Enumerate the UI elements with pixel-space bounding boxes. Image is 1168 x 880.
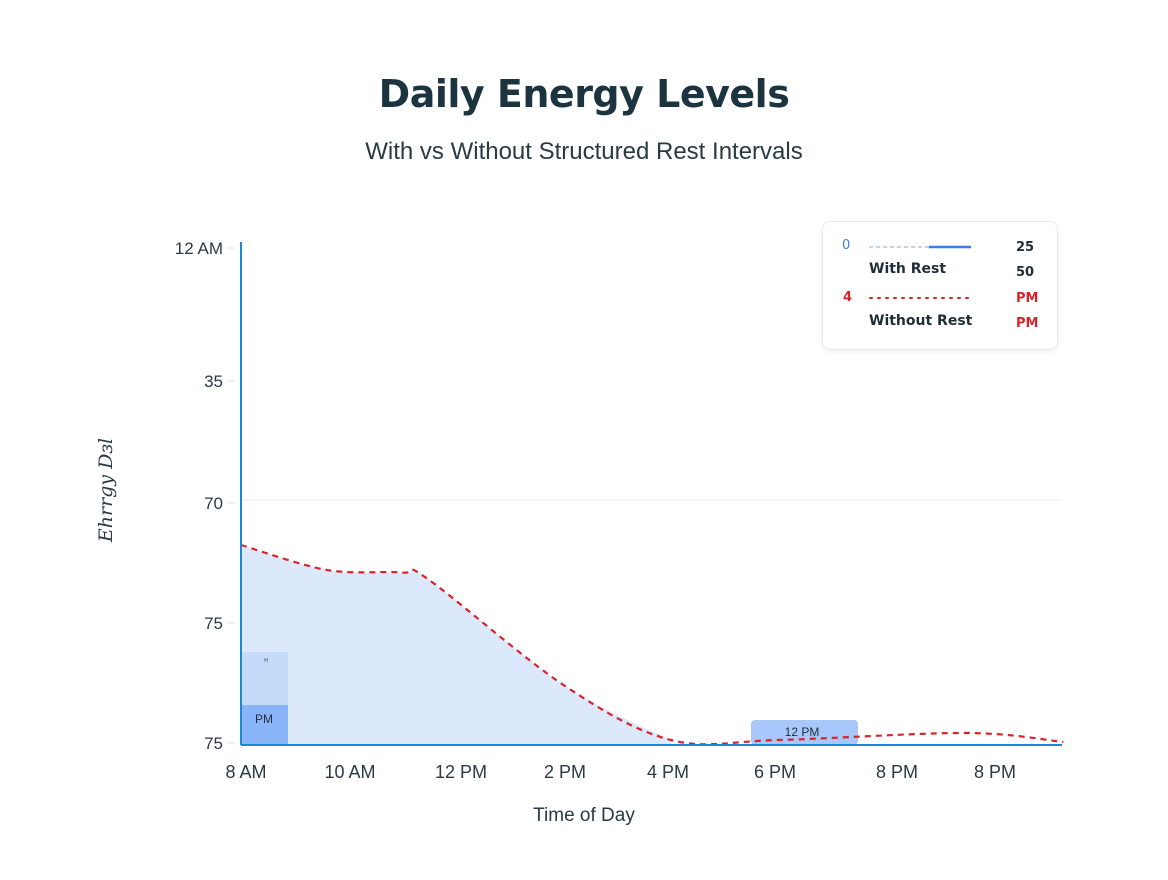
without-rest-line	[240, 543, 1064, 746]
legend-without-right-bottom: PM	[1016, 316, 1039, 331]
annotation-box	[751, 720, 858, 745]
x-tick-label: 2 PM	[544, 762, 586, 782]
x-axis-title: Time of Day	[533, 805, 635, 826]
x-tick-label: 8 AM	[225, 762, 266, 782]
chart-title: Daily Energy Levels	[378, 72, 790, 116]
y-tick-label: 70	[204, 494, 223, 513]
with-rest-area	[241, 545, 671, 745]
x-tick-label: 4 PM	[647, 762, 689, 782]
y-tick-label: 75	[204, 734, 223, 753]
x-tick-label: 6 PM	[754, 762, 796, 782]
legend-without-rest-swatch	[869, 297, 974, 299]
legend-with-rest-label: With Rest	[869, 261, 947, 277]
y-tick-label: 12 AM	[175, 239, 223, 258]
legend-with-right-top: 25	[1016, 240, 1035, 255]
legend-without-right-top: PM	[1016, 291, 1039, 306]
legend-without-rest-label: Without Rest	[869, 313, 973, 329]
legend-with-left: 0	[842, 238, 851, 253]
legend-with-rest-swatch	[869, 245, 971, 249]
annotation-bar-sublabel: н	[264, 657, 268, 664]
chart-subtitle: With vs Without Structured Rest Interval…	[365, 138, 803, 165]
y-axis-title: Ehrrgy Dɜl	[95, 438, 117, 543]
annotation-box-label: 12 PM	[785, 725, 820, 739]
legend-with-right-bottom: 50	[1016, 265, 1035, 280]
x-tick-label: 12 PM	[435, 762, 487, 782]
annotation-bar-label: PM	[255, 712, 273, 726]
x-tick-label: 8 PM	[876, 762, 918, 782]
legend: 0 25 With Rest 50 4 PM Without Rest PM	[822, 221, 1058, 350]
x-tick-label: 8 PM	[974, 762, 1016, 782]
legend-without-left: 4	[843, 290, 853, 305]
annotation-bar-dark	[241, 705, 288, 745]
x-tick-label: 10 AM	[324, 762, 375, 782]
y-tick-label: 75	[204, 614, 223, 633]
y-tick-label: 35	[204, 372, 223, 391]
